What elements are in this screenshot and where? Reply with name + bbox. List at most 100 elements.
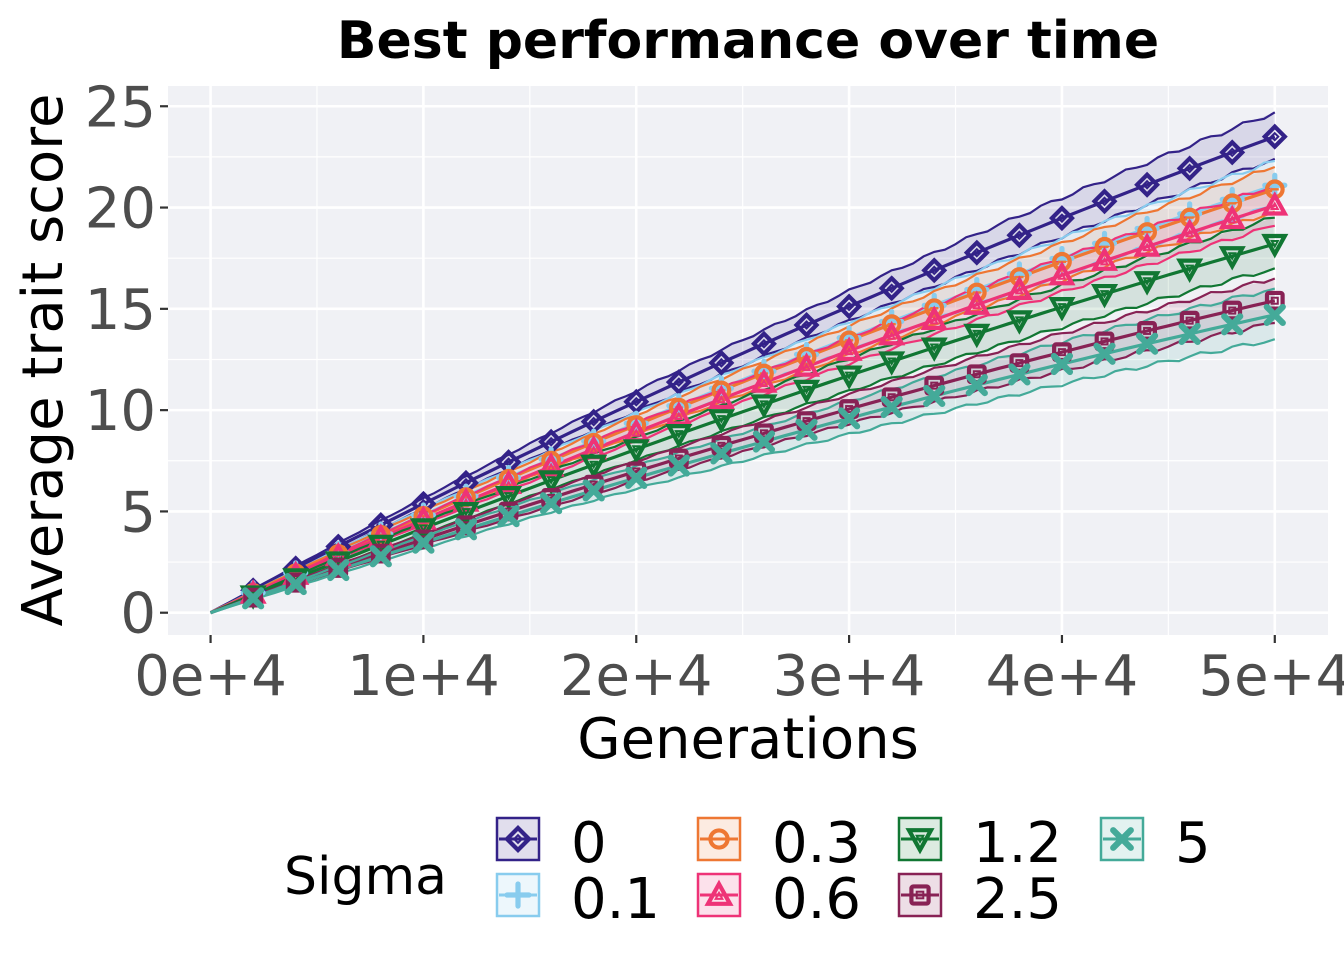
legend-marker-0.6 [704,879,734,906]
data-point-0.6 [1261,191,1289,216]
legend-label: 0 [571,811,607,876]
data-point-5 [242,587,265,610]
data-point-0.6 [665,401,693,426]
data-point-0.6 [1090,246,1119,271]
y-tick-label: 20 [85,177,156,242]
y-tick-label: 5 [120,480,156,545]
data-point-1.2 [835,365,863,390]
data-point-5 [752,430,776,453]
data-point-0 [708,349,735,376]
y-tick-label: 25 [85,75,156,140]
legend-marker-0 [504,825,532,853]
legend-key-1.2 [897,816,943,862]
y-tick-label: 15 [85,278,156,343]
legend-key-0.1 [495,872,541,918]
data-point-5 [923,384,946,408]
legend-key-0 [495,816,541,862]
data-point-1.2 [665,424,693,449]
data-point-0.6 [963,290,991,315]
data-point-0.6 [792,352,821,377]
data-point-1.2 [1048,297,1076,322]
upper-bound-line-0 [210,111,1276,614]
data-point-5 [327,558,350,582]
axes: 0e+4 1e+4 2e+4 3e+4 4e+4 5e+4 0 5 10 15 20 25 [85,75,1344,709]
data-point-2.5 [1094,331,1115,352]
data-point-1.2 [494,486,523,511]
data-point-1.2 [537,470,565,495]
data-point-0.6 [537,452,565,477]
legend-label: 0.3 [772,811,861,876]
legend-marker-1.2 [905,828,935,855]
x-tick-label: 2e+4 [560,644,713,709]
data-point-2.5 [1264,290,1285,311]
legend-label: 0.6 [772,867,861,932]
data-point-1.2 [452,502,480,527]
data-point-5 [795,418,818,441]
y-tick-label: 10 [85,379,156,444]
legend-label: 1.2 [973,811,1062,876]
data-point-5 [1178,322,1201,346]
x-tick-label: 3e+4 [773,644,926,709]
data-point-5 [1221,313,1244,336]
data-point-1.2 [580,454,608,480]
data-point-1.2 [1090,283,1119,309]
data-point-5 [1093,342,1116,365]
data-point-0 [878,275,905,302]
data-point-2.5 [1179,310,1200,331]
data-point-0.6 [878,320,906,346]
legend-key-0.3 [696,816,742,862]
data-point-0.6 [707,384,735,410]
data-point-1.2 [878,351,906,376]
legend-label: 0.1 [571,867,660,932]
data-point-5 [1263,303,1286,327]
data-point-5 [1135,332,1159,355]
legend-label: 5 [1175,811,1211,876]
data-point-0 [1006,222,1033,249]
data-point-0.6 [920,305,948,330]
data-point-0 [1134,171,1161,198]
data-point-1.2 [1218,246,1246,271]
data-point-5 [454,518,478,541]
x-tick-label: 5e+4 [1198,644,1344,709]
legend-marker-5 [1110,827,1134,851]
x-tick-label: 0e+4 [134,644,287,709]
data-point-0 [921,257,948,284]
data-point-0 [1048,205,1075,232]
data-point-0 [836,293,863,320]
x-tick-label: 1e+4 [347,644,500,709]
data-point-5 [965,373,988,397]
data-point-5 [412,531,435,554]
data-point-5 [284,572,307,596]
data-point-5 [497,505,520,528]
data-point-0.6 [835,336,863,361]
data-point-0 [793,312,820,338]
data-point-0 [1219,139,1246,166]
data-point-5 [1008,363,1031,386]
series-markers [239,123,1289,610]
data-point-1.2 [409,518,437,543]
chart-title: Best performance over time [337,11,1159,71]
data-point-5 [838,407,861,430]
legend-key-5 [1099,816,1145,862]
data-point-5 [667,454,690,477]
x-tick-label: 4e+4 [986,644,1139,709]
data-point-2.5 [1222,300,1243,321]
data-point-1.2 [622,439,650,464]
data-point-0 [963,239,990,266]
data-point-2.5 [1137,321,1157,341]
confidence-band-1.2 [210,217,1275,613]
data-point-5 [625,466,648,489]
data-point-1.2 [963,323,991,349]
data-point-1.2 [1261,233,1289,259]
data-point-1.2 [1176,258,1204,283]
legend-marker-2.5 [909,884,931,906]
data-point-0.6 [1218,204,1246,230]
data-point-0.6 [750,368,778,393]
y-axis-title: Average trait score [11,94,76,627]
confidence-band-2.5 [210,278,1275,613]
data-point-0.6 [1048,260,1076,286]
legend-key-0.6 [696,872,742,918]
y-tick-label: 0 [120,582,156,647]
data-point-0 [1176,155,1203,182]
